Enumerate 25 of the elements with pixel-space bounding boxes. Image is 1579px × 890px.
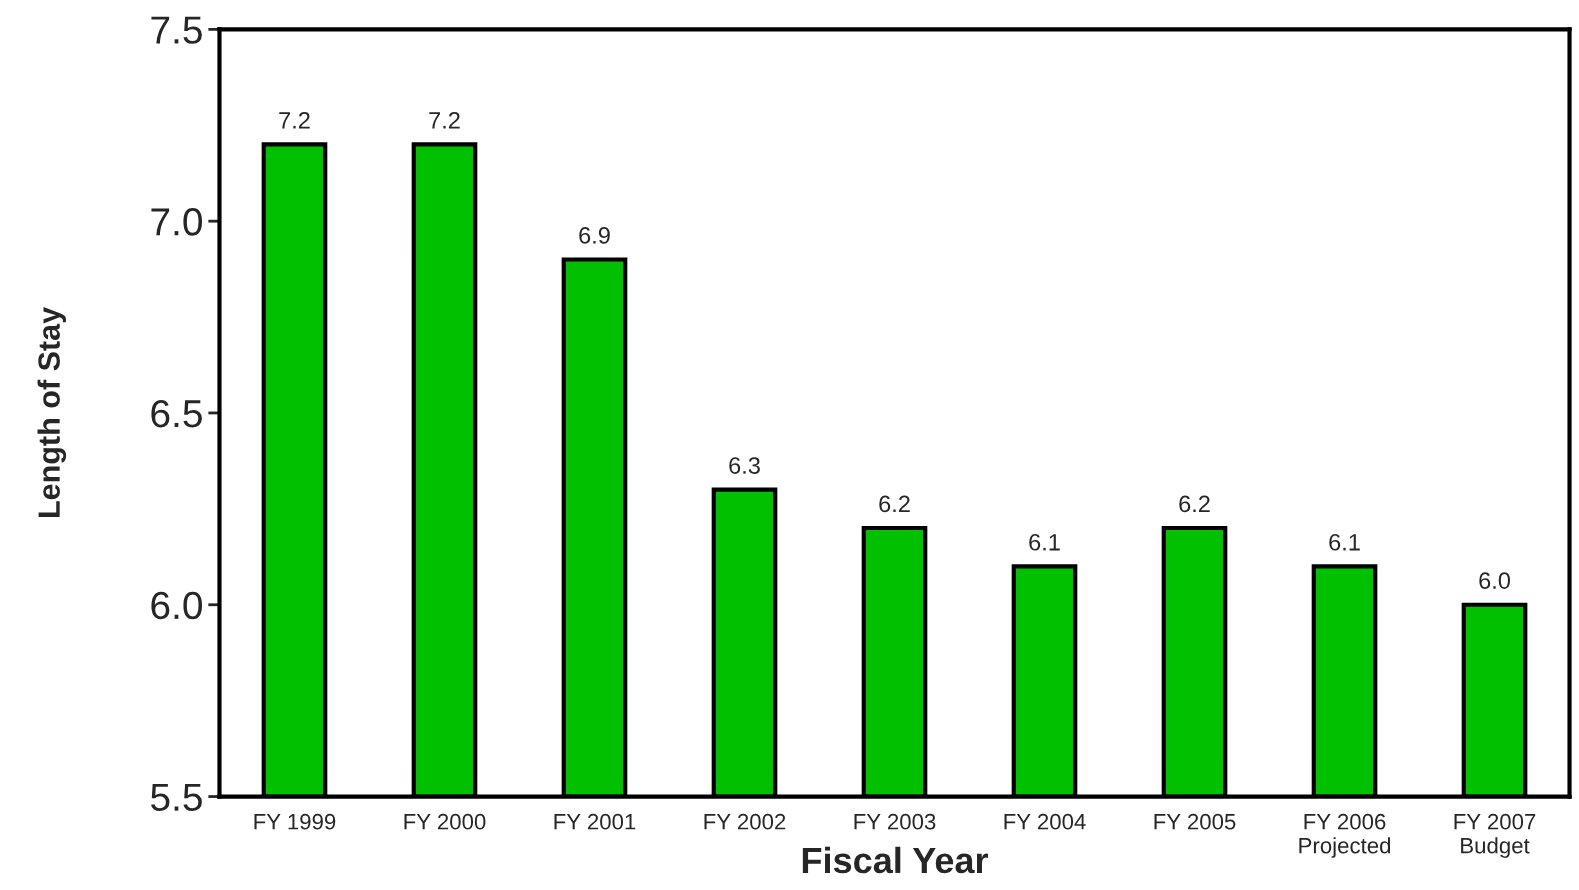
x-tick-label: FY 2005 [1154, 813, 1236, 830]
x-tick-label: FY 2002 [704, 813, 786, 830]
x-tick-label: FY 2003 [854, 813, 936, 830]
x-tick-label: FY 1999 [254, 813, 336, 830]
data-label: 7.2 [279, 111, 310, 129]
data-label: 7.2 [429, 111, 460, 129]
y-tick-label: 6.5 [151, 399, 202, 428]
data-label: 6.2 [1179, 495, 1210, 513]
x-tick-label: FY 2004 [1004, 813, 1086, 830]
y-axis-title: Length of Stay [37, 307, 67, 517]
data-label: 6.0 [1479, 572, 1511, 589]
data-label: 6.9 [579, 227, 610, 244]
x-tick-label: FY 2001 [554, 813, 636, 830]
data-label: 6.1 [1029, 533, 1060, 551]
data-label: 6.1 [1329, 533, 1360, 551]
x-tick-label: FY 2006 Projected [1299, 813, 1391, 858]
data-label: 6.2 [879, 495, 910, 513]
y-tick-label: 6.0 [151, 591, 202, 620]
y-tick-label: 7.5 [151, 16, 202, 44]
x-tick-label: FY 2000 [404, 813, 486, 830]
y-tick-label: 5.5 [151, 783, 202, 812]
x-tick-label: FY 2007 Budget [1454, 813, 1536, 858]
data-label: 6.3 [729, 457, 760, 474]
y-tick-label: 7.0 [151, 208, 202, 236]
x-axis-title: Fiscal Year [802, 846, 989, 874]
